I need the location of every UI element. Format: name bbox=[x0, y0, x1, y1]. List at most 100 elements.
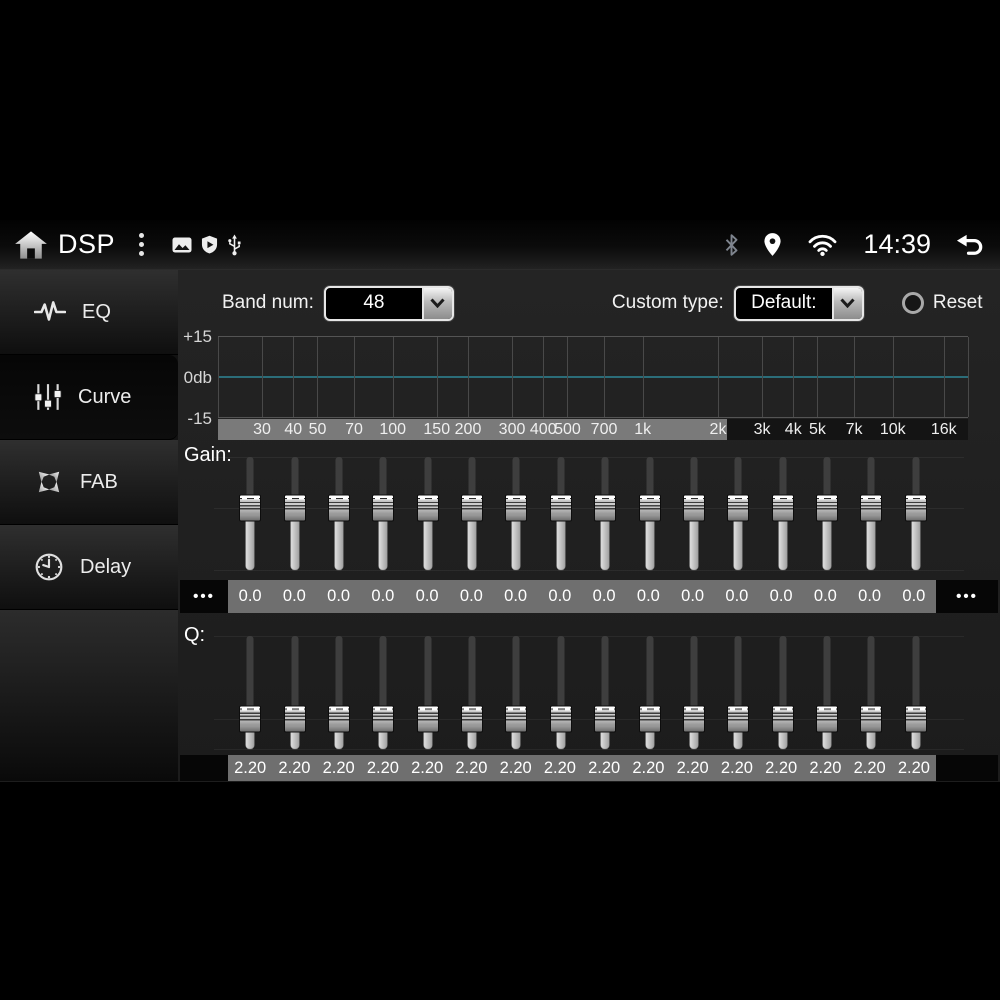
chevron-down-icon[interactable] bbox=[421, 287, 452, 319]
gain-band-slider[interactable] bbox=[406, 457, 450, 571]
home-icon[interactable] bbox=[14, 230, 48, 260]
slider-thumb[interactable] bbox=[461, 705, 484, 733]
slider-thumb[interactable] bbox=[239, 705, 262, 733]
slider-thumb[interactable] bbox=[372, 705, 395, 733]
gain-band-slider[interactable] bbox=[672, 457, 716, 571]
q-band-slider[interactable] bbox=[583, 636, 627, 750]
q-band-slider[interactable] bbox=[672, 636, 716, 750]
slider-thumb[interactable] bbox=[904, 705, 927, 733]
slider-thumb[interactable] bbox=[638, 494, 661, 522]
slider-track-fill bbox=[911, 719, 921, 749]
gain-band-slider[interactable] bbox=[228, 457, 272, 571]
grid-line bbox=[354, 337, 356, 417]
slider-thumb[interactable] bbox=[461, 494, 484, 522]
band-num-dropdown[interactable]: 48 bbox=[323, 285, 454, 321]
wifi-icon[interactable] bbox=[806, 232, 839, 257]
slider-track bbox=[823, 636, 831, 750]
fader-arrows-icon bbox=[38, 471, 60, 493]
gain-band-slider[interactable] bbox=[849, 457, 893, 571]
q-band-slider[interactable] bbox=[361, 636, 405, 750]
slider-thumb[interactable] bbox=[549, 705, 572, 733]
sidebar-item-delay[interactable]: Delay bbox=[0, 525, 178, 610]
reset-radio[interactable] bbox=[901, 292, 924, 314]
q-band-slider[interactable] bbox=[539, 636, 583, 750]
gain-band-slider[interactable] bbox=[450, 457, 494, 571]
slider-thumb[interactable] bbox=[727, 705, 750, 733]
q-band-slider[interactable] bbox=[317, 636, 361, 750]
freq-strip[interactable]: 30 40 50 70 100 150 200 300 400 500 700 1k 2k 3k 4k 5k 7… bbox=[218, 419, 968, 440]
sidebar-item-curve[interactable]: Curve bbox=[0, 355, 178, 440]
slider-thumb[interactable] bbox=[682, 494, 705, 522]
slider-thumb[interactable] bbox=[283, 494, 306, 522]
q-band-slider[interactable] bbox=[716, 636, 760, 750]
sidebar-filler bbox=[0, 610, 178, 781]
slider-thumb[interactable] bbox=[416, 494, 439, 522]
gain-value: 0.0 bbox=[282, 587, 306, 605]
freq-tick-label: 5k bbox=[809, 421, 826, 438]
slider-track-fill bbox=[733, 508, 743, 570]
q-band-slider[interactable] bbox=[627, 636, 671, 750]
sidebar-item-fab[interactable]: FAB bbox=[0, 440, 178, 525]
slider-thumb[interactable] bbox=[771, 705, 794, 733]
location-icon[interactable] bbox=[763, 232, 782, 257]
slider-thumb[interactable] bbox=[816, 705, 839, 733]
dsp-nav-sidebar: EQ Curve bbox=[0, 270, 178, 781]
q-band-slider[interactable] bbox=[894, 636, 938, 750]
q-band-slider[interactable] bbox=[849, 636, 893, 750]
slider-thumb[interactable] bbox=[505, 705, 528, 733]
slider-thumb[interactable] bbox=[239, 494, 262, 522]
gain-band-slider[interactable] bbox=[361, 457, 405, 571]
q-band-slider[interactable] bbox=[228, 636, 272, 750]
slider-thumb[interactable] bbox=[727, 494, 750, 522]
gain-band-slider[interactable] bbox=[494, 457, 538, 571]
bluetooth-icon[interactable] bbox=[724, 233, 739, 257]
chevron-down-icon[interactable] bbox=[831, 287, 862, 319]
slider-thumb[interactable] bbox=[549, 494, 572, 522]
gain-scroll-right-dots[interactable]: ••• bbox=[936, 580, 998, 613]
slider-thumb[interactable] bbox=[816, 494, 839, 522]
q-band-slider[interactable] bbox=[805, 636, 849, 750]
q-band-slider[interactable] bbox=[450, 636, 494, 750]
gain-band-slider[interactable] bbox=[716, 457, 760, 571]
gain-value: 0.0 bbox=[858, 587, 882, 605]
q-band-slider[interactable] bbox=[494, 636, 538, 750]
slider-thumb[interactable] bbox=[416, 705, 439, 733]
slider-thumb[interactable] bbox=[771, 494, 794, 522]
slider-thumb[interactable] bbox=[682, 705, 705, 733]
slider-thumb[interactable] bbox=[904, 494, 927, 522]
notification-icons bbox=[172, 233, 242, 256]
slider-thumb[interactable] bbox=[327, 494, 350, 522]
slider-track-fill bbox=[378, 719, 388, 749]
q-band-slider[interactable] bbox=[272, 636, 316, 750]
slider-thumb[interactable] bbox=[860, 705, 883, 733]
slider-thumb[interactable] bbox=[327, 705, 350, 733]
slider-thumb[interactable] bbox=[372, 494, 395, 522]
gain-band-slider[interactable] bbox=[761, 457, 805, 571]
gain-band-slider[interactable] bbox=[583, 457, 627, 571]
slider-thumb[interactable] bbox=[283, 705, 306, 733]
gain-band-slider[interactable] bbox=[627, 457, 671, 571]
slider-thumb[interactable] bbox=[594, 494, 617, 522]
eq-plot bbox=[218, 336, 969, 418]
custom-type-dropdown[interactable]: Default: bbox=[733, 285, 864, 321]
back-icon[interactable] bbox=[955, 233, 986, 257]
overflow-menu-icon[interactable] bbox=[133, 229, 150, 260]
sidebar-item-eq[interactable]: EQ bbox=[0, 270, 178, 355]
gain-band-slider[interactable] bbox=[539, 457, 583, 571]
slider-thumb[interactable] bbox=[638, 705, 661, 733]
freq-tick-label: 2k bbox=[709, 421, 727, 438]
freq-tick-label: 30 bbox=[253, 421, 271, 438]
gain-band-slider[interactable] bbox=[894, 457, 938, 571]
slider-thumb[interactable] bbox=[594, 705, 617, 733]
gain-band-slider[interactable] bbox=[317, 457, 361, 571]
gain-scroll-left-dots[interactable]: ••• bbox=[180, 580, 228, 613]
q-band-slider[interactable] bbox=[406, 636, 450, 750]
gain-band-slider[interactable] bbox=[805, 457, 849, 571]
gain-band-slider[interactable] bbox=[272, 457, 316, 571]
slider-thumb[interactable] bbox=[505, 494, 528, 522]
q-band-slider[interactable] bbox=[761, 636, 805, 750]
slider-thumb[interactable] bbox=[860, 494, 883, 522]
q-value: 2.20 bbox=[234, 758, 267, 777]
slider-track-fill bbox=[467, 508, 477, 570]
freq-tick-label: 150 bbox=[423, 421, 451, 438]
